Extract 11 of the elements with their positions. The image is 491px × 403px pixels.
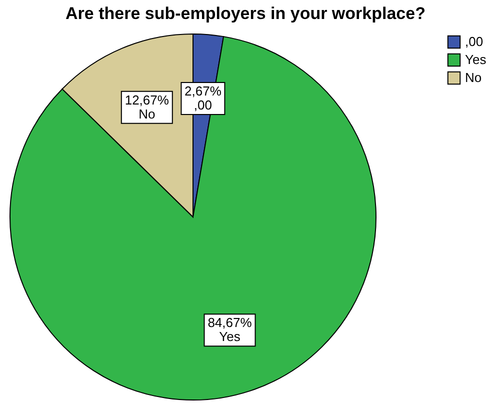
data-label: 84,67% <box>208 315 252 330</box>
data-label: 12,67% <box>124 92 170 108</box>
slice-label: ,00 <box>194 97 212 112</box>
slice-label: No <box>138 106 156 122</box>
legend-label: No <box>465 70 482 85</box>
chart-title: Are there sub-employers in your workplace? <box>66 4 426 23</box>
data-label: 2,67% <box>184 83 222 98</box>
legend-label: ,00 <box>465 34 484 49</box>
slice-label: Yes <box>219 329 241 344</box>
legend-label: Yes <box>465 52 487 67</box>
pie-slice <box>10 36 376 400</box>
